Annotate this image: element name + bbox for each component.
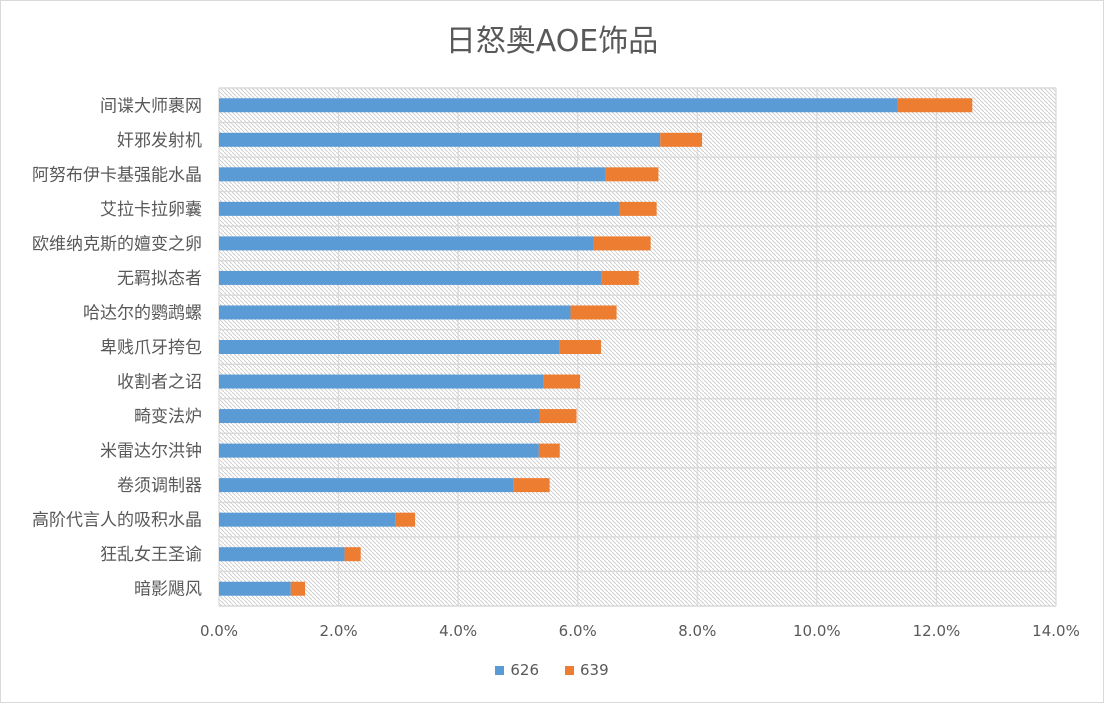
legend-label: 626 xyxy=(510,661,539,679)
category-label: 卷须调制器 xyxy=(117,476,202,496)
legend-item: 626 xyxy=(495,661,539,679)
bar-639 xyxy=(570,305,617,320)
bar-626 xyxy=(219,201,620,216)
x-tick-label: 6.0% xyxy=(559,622,597,640)
legend-swatch xyxy=(565,665,574,675)
bar-639 xyxy=(513,478,550,493)
x-tick-label: 4.0% xyxy=(439,622,477,640)
category-label: 奸邪发射机 xyxy=(117,131,202,151)
chart-title: 日怒奥AOE饰品 xyxy=(445,24,659,59)
x-tick-label: 2.0% xyxy=(320,622,358,640)
bar-639 xyxy=(593,236,651,251)
bar-639 xyxy=(897,98,973,113)
category-label: 间谍大师裹网 xyxy=(100,96,202,116)
bar-639 xyxy=(660,132,703,147)
x-tick-label: 12.0% xyxy=(913,622,961,640)
x-tick-label: 0.0% xyxy=(200,622,238,640)
legend-swatch xyxy=(495,665,505,675)
bar-626 xyxy=(219,98,898,113)
bar-639 xyxy=(538,443,560,458)
legend-label: 639 xyxy=(580,661,609,679)
bar-639 xyxy=(619,201,657,216)
category-label: 无羁拟态者 xyxy=(117,269,202,289)
bar-626 xyxy=(219,547,345,562)
category-label: 收割者之诏 xyxy=(117,373,202,393)
bar-639 xyxy=(543,374,581,389)
bar-626 xyxy=(219,478,514,493)
bar-626 xyxy=(219,443,539,458)
bar-639 xyxy=(605,167,659,182)
bar-639 xyxy=(290,581,306,596)
bar-626 xyxy=(219,305,571,320)
bar-639 xyxy=(559,340,602,354)
legend-item: 639 xyxy=(565,661,609,679)
bar-626 xyxy=(219,167,606,182)
bar-626 xyxy=(219,374,544,389)
category-label: 卑贱爪牙挎包 xyxy=(100,338,202,358)
bar-639 xyxy=(344,547,361,562)
category-label: 欧维纳克斯的嬗变之卵 xyxy=(32,234,202,254)
x-tick-label: 10.0% xyxy=(793,622,841,640)
category-label: 哈达尔的鹦鹉螺 xyxy=(83,303,202,323)
bar-639 xyxy=(539,409,577,424)
category-label: 暗影飓风 xyxy=(134,580,202,600)
bar-626 xyxy=(219,236,594,251)
category-label: 狂乱女王圣谕 xyxy=(100,545,202,565)
category-label: 米雷达尔洪钟 xyxy=(100,442,202,462)
x-tick-label: 14.0% xyxy=(1032,622,1080,640)
x-tick-label: 8.0% xyxy=(678,622,716,640)
category-label: 畸变法炉 xyxy=(134,407,202,427)
category-label: 艾拉卡拉卵囊 xyxy=(100,200,202,220)
bar-626 xyxy=(219,409,540,424)
bar-639 xyxy=(601,270,639,285)
bar-626 xyxy=(219,512,396,527)
bar-626 xyxy=(219,132,661,147)
bar-626 xyxy=(219,340,560,354)
legend: 626 639 xyxy=(0,661,1104,679)
category-label: 阿努布伊卡基强能水晶 xyxy=(32,165,202,185)
category-label: 高阶代言人的吸积水晶 xyxy=(32,511,202,531)
bar-626 xyxy=(219,270,602,285)
bar-639 xyxy=(395,512,416,527)
bar-626 xyxy=(219,581,291,596)
